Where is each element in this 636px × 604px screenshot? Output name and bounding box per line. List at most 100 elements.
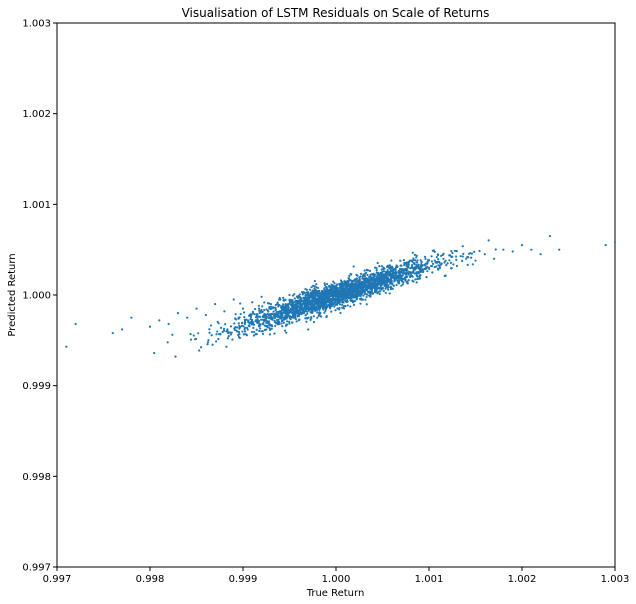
data-point bbox=[194, 338, 197, 341]
data-point bbox=[339, 279, 343, 282]
data-point bbox=[318, 313, 321, 317]
data-point bbox=[238, 324, 241, 327]
data-point bbox=[257, 304, 260, 307]
data-point bbox=[388, 292, 391, 295]
data-point bbox=[282, 316, 285, 319]
data-point bbox=[301, 310, 304, 314]
data-point bbox=[261, 310, 264, 313]
data-point bbox=[315, 286, 318, 289]
data-point bbox=[351, 280, 355, 283]
data-point bbox=[416, 271, 419, 274]
data-point bbox=[408, 259, 412, 262]
data-point bbox=[325, 285, 328, 289]
data-point bbox=[359, 272, 363, 275]
x-axis-ticks: 0.997 0.998 0.999 1.000 1.001 1.002 1.003 bbox=[43, 567, 629, 585]
data-point bbox=[386, 286, 390, 289]
data-point bbox=[259, 315, 262, 319]
data-point bbox=[250, 323, 254, 326]
data-point bbox=[302, 301, 305, 304]
data-point bbox=[369, 280, 372, 283]
data-point bbox=[317, 290, 320, 293]
data-point bbox=[287, 312, 290, 315]
x-axis-label: True Return bbox=[306, 588, 365, 599]
data-point bbox=[329, 307, 332, 310]
data-point bbox=[186, 316, 189, 319]
data-point bbox=[320, 303, 323, 306]
data-point bbox=[263, 308, 266, 312]
data-point bbox=[359, 302, 362, 305]
data-point bbox=[395, 283, 398, 287]
y-tick-label: 1.000 bbox=[22, 291, 51, 302]
data-point bbox=[329, 286, 332, 289]
data-point bbox=[344, 285, 347, 289]
data-point bbox=[241, 330, 244, 333]
data-point bbox=[304, 296, 307, 299]
data-point bbox=[217, 332, 221, 336]
data-point bbox=[226, 337, 229, 340]
data-point bbox=[243, 318, 246, 321]
data-point bbox=[314, 288, 317, 292]
data-point bbox=[421, 270, 424, 273]
data-point bbox=[355, 277, 359, 280]
data-point bbox=[261, 318, 265, 321]
data-point bbox=[304, 301, 307, 304]
data-point bbox=[261, 330, 264, 333]
data-point bbox=[259, 318, 263, 321]
data-point bbox=[373, 274, 376, 277]
data-point bbox=[400, 284, 403, 287]
data-point bbox=[298, 299, 301, 303]
data-point bbox=[333, 282, 336, 285]
data-point bbox=[353, 299, 357, 303]
data-point bbox=[225, 330, 228, 333]
x-tick-label: 1.000 bbox=[322, 574, 351, 585]
data-point bbox=[295, 320, 298, 323]
data-point bbox=[217, 322, 220, 325]
data-point bbox=[327, 285, 331, 288]
data-point bbox=[283, 309, 286, 312]
data-point bbox=[389, 288, 393, 291]
data-point bbox=[252, 334, 255, 337]
data-point bbox=[228, 331, 231, 334]
data-point bbox=[346, 300, 349, 303]
data-point bbox=[371, 284, 374, 287]
data-point bbox=[435, 265, 438, 268]
data-point bbox=[304, 314, 307, 317]
data-point bbox=[176, 312, 179, 315]
data-point bbox=[313, 290, 316, 293]
data-point bbox=[281, 319, 284, 322]
data-point bbox=[263, 320, 266, 323]
data-point bbox=[158, 319, 161, 322]
data-point bbox=[365, 303, 368, 306]
data-point bbox=[264, 314, 267, 317]
data-point bbox=[466, 263, 469, 266]
data-point bbox=[446, 262, 449, 265]
data-point bbox=[410, 266, 413, 269]
data-point bbox=[511, 250, 514, 253]
data-point bbox=[258, 329, 261, 332]
data-point bbox=[415, 264, 418, 267]
data-point bbox=[366, 293, 369, 296]
data-point bbox=[405, 263, 408, 266]
data-point bbox=[455, 264, 458, 268]
data-point bbox=[249, 317, 252, 321]
data-point bbox=[351, 290, 354, 293]
data-point bbox=[362, 290, 365, 293]
data-point bbox=[441, 253, 444, 257]
data-point bbox=[373, 275, 376, 278]
data-point bbox=[274, 308, 277, 311]
data-point bbox=[289, 310, 293, 313]
data-point bbox=[381, 282, 384, 285]
data-point bbox=[298, 318, 301, 321]
data-point bbox=[285, 320, 289, 323]
data-point bbox=[267, 314, 270, 317]
data-point bbox=[250, 320, 253, 323]
data-point bbox=[350, 294, 353, 297]
data-point bbox=[315, 301, 318, 304]
data-point bbox=[266, 302, 270, 305]
data-point bbox=[195, 307, 198, 310]
data-point bbox=[407, 262, 410, 265]
data-point bbox=[450, 250, 453, 253]
data-point bbox=[272, 310, 275, 313]
data-point bbox=[280, 308, 284, 311]
data-point bbox=[323, 282, 326, 285]
